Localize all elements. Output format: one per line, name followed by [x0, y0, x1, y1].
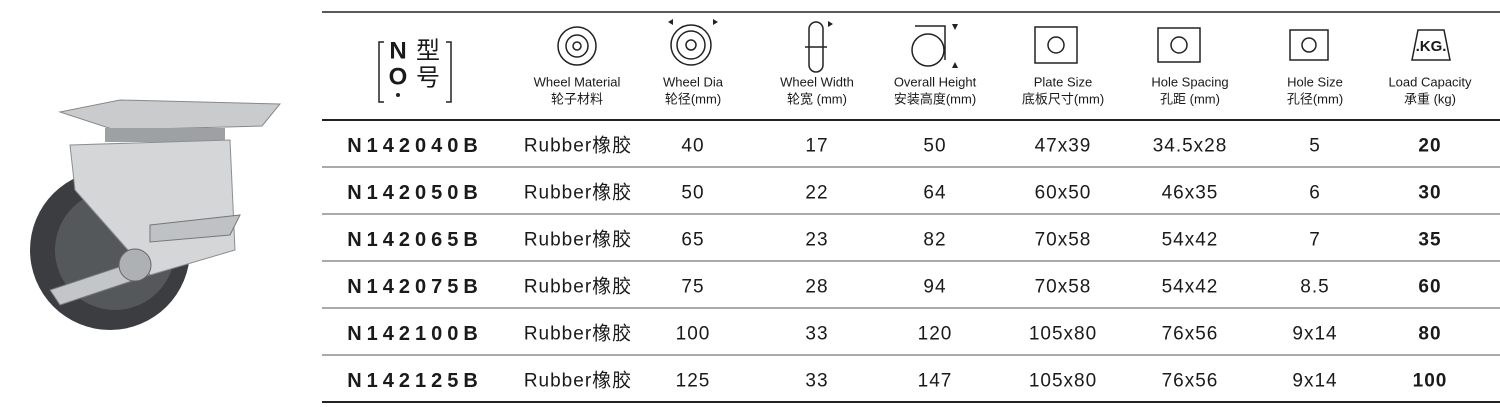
column-title-en: Hole Spacing [1151, 74, 1228, 89]
table-body: N142040B Rubber橡胶 40 17 50 47x39 34.5x28 5 20 N14… [322, 135, 1500, 392]
column-title-en: Load Capacity [1388, 74, 1472, 89]
material-cell: Rubber橡胶 [524, 276, 632, 298]
model-cell: N142050B [347, 182, 483, 204]
cell: 28 [805, 277, 828, 298]
load-cell: 35 [1418, 230, 1441, 251]
load-cell: 100 [1413, 371, 1448, 392]
column-title-zh: 孔径(mm) [1287, 91, 1343, 106]
cell: 50 [923, 136, 946, 157]
cell: 40 [681, 136, 704, 157]
model-header-o: O [389, 63, 408, 90]
load-cell: 30 [1418, 183, 1441, 204]
cell: 147 [918, 371, 953, 392]
cell: 75 [681, 277, 704, 298]
cell: 82 [923, 230, 946, 251]
material-cell: Rubber橡胶 [524, 323, 632, 345]
model-header-xing: 型 [416, 37, 440, 64]
column-title-en: Wheel Width [780, 74, 854, 89]
column-title-en: Plate Size [1034, 74, 1093, 89]
cell: 9x14 [1292, 371, 1337, 392]
load-cell: 80 [1418, 324, 1441, 345]
cell: 22 [805, 183, 828, 204]
cell: 33 [805, 371, 828, 392]
model-cell: N142065B [347, 229, 483, 251]
header: Wheel Material 轮子材料 Wheel Dia 轮径(mm) Wheel W… [534, 74, 1472, 106]
cell: 64 [923, 183, 946, 204]
model-cell: N142125B [347, 370, 483, 392]
column-title-en: Overall Height [894, 74, 977, 89]
material-cell: Rubber橡胶 [524, 135, 632, 157]
cell: 70x58 [1035, 230, 1092, 251]
column-title-zh: 轮子材料 [551, 91, 603, 106]
cell: 94 [923, 277, 946, 298]
cell: 23 [805, 230, 828, 251]
cell: 34.5x28 [1153, 136, 1228, 157]
load-cell: 20 [1418, 136, 1441, 157]
model-cell: N142040B [347, 135, 483, 157]
material-cell: Rubber橡胶 [524, 370, 632, 392]
cell: 76x56 [1162, 324, 1219, 345]
cell: 54x42 [1162, 230, 1219, 251]
column-title-zh: 轮宽 (mm) [787, 91, 847, 106]
cell: 7 [1309, 230, 1321, 251]
cell: 76x56 [1162, 371, 1219, 392]
cell: 17 [805, 136, 828, 157]
material-cell: Rubber橡胶 [524, 182, 632, 204]
cell: 100 [676, 324, 711, 345]
cell: 65 [681, 230, 704, 251]
cell: 60x50 [1035, 183, 1092, 204]
model-header-n: N [389, 37, 406, 64]
load-cell: 60 [1418, 277, 1441, 298]
cell: 5 [1309, 136, 1321, 157]
model-cell: N142100B [347, 323, 483, 345]
cell: 70x58 [1035, 277, 1092, 298]
cell: 33 [805, 324, 828, 345]
cell: 9x14 [1292, 324, 1337, 345]
column-title-zh: 底板尺寸(mm) [1022, 91, 1104, 106]
cell: 120 [918, 324, 953, 345]
model-cell: N142075B [347, 276, 483, 298]
cell: 125 [676, 371, 711, 392]
load-icon-text: .KG. [1416, 38, 1447, 55]
cell: 105x80 [1029, 324, 1097, 345]
column-title-zh: 承重 (kg) [1404, 91, 1456, 106]
cell: 46x35 [1162, 183, 1219, 204]
model-header-hao: 号 [416, 64, 440, 91]
cell: 105x80 [1029, 371, 1097, 392]
caster-image [30, 99, 282, 330]
column-title-en: Wheel Material [534, 74, 621, 89]
column-title-zh: 安装高度(mm) [894, 91, 976, 106]
header-icons: .KG. [557, 19, 1451, 73]
cell: 8.5 [1300, 277, 1329, 298]
cell: 50 [681, 183, 704, 204]
cell: 54x42 [1162, 277, 1219, 298]
column-title-zh: 轮径(mm) [665, 91, 721, 106]
cell: 47x39 [1035, 136, 1092, 157]
cell: 6 [1309, 183, 1321, 204]
column-title-en: Hole Size [1287, 74, 1343, 89]
material-cell: Rubber橡胶 [524, 229, 632, 251]
column-title-en: Wheel Dia [663, 74, 724, 89]
column-title-zh: 孔距 (mm) [1160, 91, 1220, 106]
